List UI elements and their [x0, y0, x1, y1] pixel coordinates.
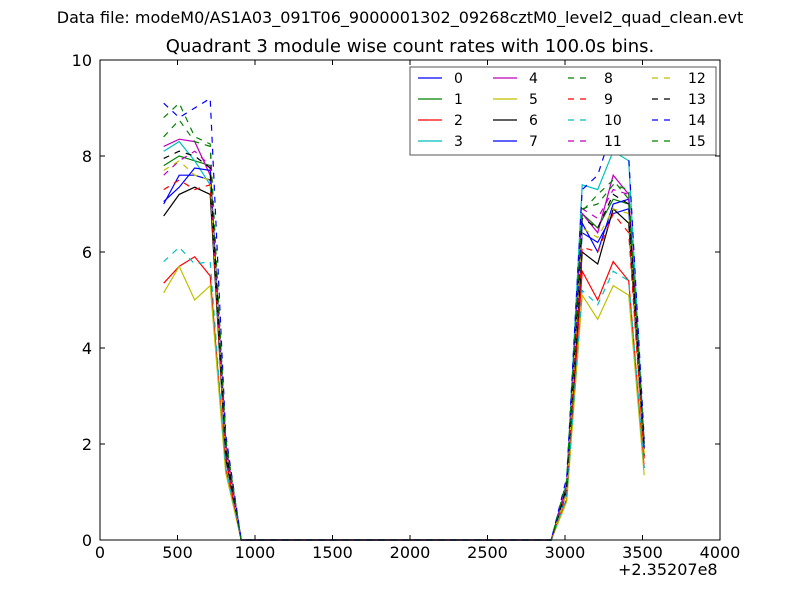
legend-label-5: 5 [529, 92, 538, 108]
legend-label-11: 11 [604, 134, 622, 150]
y-tick-label: 10 [72, 51, 92, 70]
x-tick-label: 2000 [390, 543, 431, 562]
y-tick-label: 0 [82, 531, 92, 550]
legend-label-4: 4 [529, 71, 538, 87]
legend-box [409, 66, 717, 156]
series-line-8 [163, 119, 645, 541]
x-tick-label: 3500 [622, 543, 663, 562]
y-tick-label: 8 [82, 147, 92, 166]
legend-label-12: 12 [688, 71, 706, 87]
x-tick-label: 500 [162, 543, 193, 562]
x-tick-label: 4000 [700, 543, 741, 562]
series-line-10 [163, 246, 645, 541]
x-tick-label: 1500 [312, 543, 353, 562]
y-tick-label: 2 [82, 435, 92, 454]
legend-label-13: 13 [688, 92, 706, 108]
legend-label-9: 9 [604, 92, 613, 108]
series-line-14 [163, 97, 645, 541]
x-tick-label: 3000 [545, 543, 586, 562]
legend-label-8: 8 [604, 71, 613, 87]
x-tick-label: 0 [95, 543, 105, 562]
series-line-1 [163, 155, 645, 541]
y-tick-label: 6 [82, 243, 92, 262]
series-line-9 [163, 179, 645, 541]
legend-label-2: 2 [454, 113, 463, 129]
x-tick-label: 1000 [235, 543, 276, 562]
series-line-0 [163, 174, 645, 541]
legend-label-14: 14 [688, 113, 706, 129]
legend-label-15: 15 [688, 134, 706, 150]
legend-label-1: 1 [454, 92, 463, 108]
series-line-13 [163, 150, 645, 541]
figure-suptitle: Data file: modeM0/AS1A03_091T06_90000013… [56, 8, 744, 27]
series-layer [163, 97, 645, 541]
legend-label-7: 7 [529, 134, 538, 150]
legend-label-10: 10 [604, 113, 622, 129]
series-line-6 [163, 186, 645, 541]
chart-title: Quadrant 3 module wise count rates with … [165, 36, 655, 57]
series-line-15 [163, 102, 645, 541]
legend-label-6: 6 [529, 113, 538, 129]
series-line-4 [163, 138, 645, 541]
legend-label-3: 3 [454, 134, 463, 150]
x-tick-label: 2500 [467, 543, 508, 562]
series-line-7 [163, 167, 645, 541]
series-line-3 [163, 140, 645, 541]
x-offset-label: +2.35207e8 [618, 560, 718, 579]
series-line-12 [163, 160, 645, 541]
legend-label-0: 0 [454, 71, 463, 87]
series-line-11 [163, 150, 645, 541]
y-tick-label: 4 [82, 339, 92, 358]
